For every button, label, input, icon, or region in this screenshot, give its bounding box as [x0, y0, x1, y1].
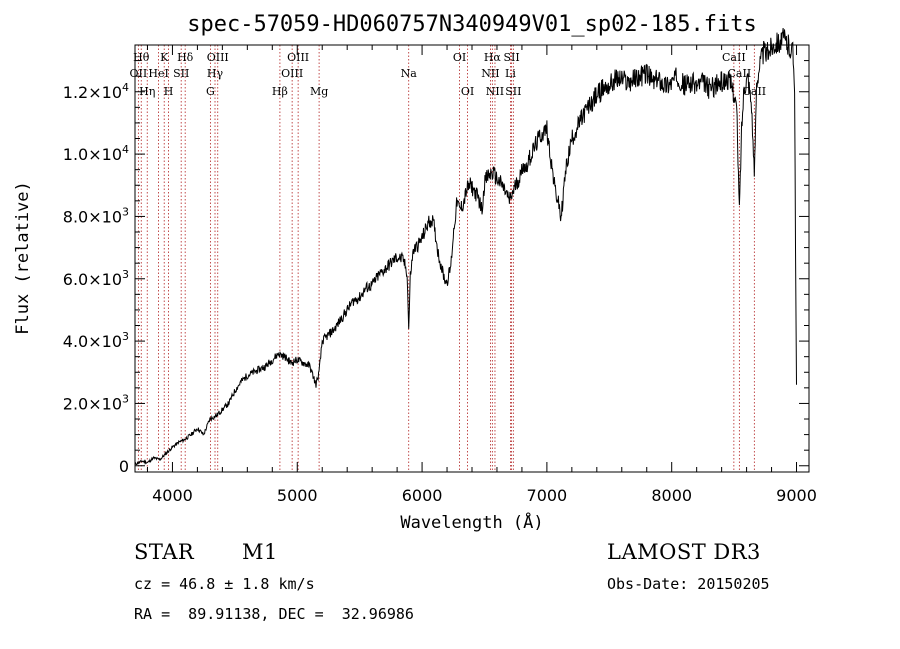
y-axis-label: Flux (relative) — [13, 181, 33, 335]
y-tick-exponent: 4 — [122, 81, 129, 94]
y-tick-mantissa: 1.0×10 — [63, 145, 122, 164]
spectral-line-label: SII — [503, 51, 519, 64]
spectral-line-label: Hγ — [207, 67, 224, 80]
spectral-line-label: Hδ — [177, 51, 194, 64]
spectral-line-label: NII — [481, 67, 499, 80]
y-tick-mantissa: 8.0×10 — [63, 207, 122, 226]
spectral-line-label: Hβ — [272, 85, 288, 98]
spectral-line-label: OIII — [281, 67, 303, 80]
y-tick-exponent: 4 — [122, 143, 129, 156]
coordinates: RA = 89.91138, DEC = 32.96986 — [134, 605, 414, 623]
spectral-line-label: Hα — [484, 51, 502, 64]
spectral-line-label: OIII — [207, 51, 229, 64]
observation-date: Obs-Date: 20150205 — [607, 575, 770, 593]
spectral-line-label: Hθ — [133, 51, 150, 64]
spectral-line-label: NII — [486, 85, 504, 98]
spectral-line-label: Hη — [139, 85, 155, 98]
spectral-line-label: G — [206, 85, 215, 98]
spectral-line-label: CaII — [722, 51, 746, 64]
spectral-line-label: Li — [505, 67, 516, 80]
y-tick-label: 4.0×103 — [63, 330, 129, 351]
spectral-line-label: OIII — [287, 51, 309, 64]
y-tick-mantissa: 1.2×10 — [63, 83, 122, 102]
survey-name: LAMOST DR3 — [607, 540, 761, 564]
spectral-line-label: OI — [453, 51, 466, 64]
spectral-lines-layer — [137, 45, 755, 472]
y-tick-mantissa: 2.0×10 — [63, 394, 122, 413]
spectral-line-label: HeI — [148, 67, 168, 80]
spectral-line-label: Mg — [310, 85, 328, 98]
y-tick-mantissa: 6.0×10 — [63, 270, 122, 289]
y-tick-label: 1.0×104 — [63, 143, 129, 164]
spectral-line-label: K — [160, 51, 169, 64]
y-tick-label: 0 — [119, 457, 129, 476]
y-tick-exponent: 3 — [122, 268, 129, 281]
x-tick-label: 6000 — [402, 486, 443, 505]
x-axis-label: Wavelength (Å) — [400, 511, 543, 533]
spectrum-chart: spec-57059-HD060757N340949V01_sp02-185.f… — [13, 12, 817, 533]
y-tick-label: 1.2×104 — [63, 81, 129, 102]
object-subclass: M1 — [242, 540, 278, 564]
y-tick-mantissa: 0 — [119, 457, 129, 476]
y-tick-label: 8.0×103 — [63, 205, 129, 226]
redshift-velocity: cz = 46.8 ± 1.8 km/s — [134, 575, 315, 593]
spectral-line-label: SII — [173, 67, 189, 80]
spectral-line-label: SII — [505, 85, 521, 98]
spectral-line-labels-layer: Hθ OII Hη HeI K H SII Hδ G Hγ OIII Hβ OIII OIII Mg Na OI… — [130, 51, 767, 98]
y-tick-mantissa: 4.0×10 — [63, 332, 122, 351]
spectral-line-label: Na — [401, 67, 418, 80]
spectral-line-label: OI — [461, 85, 474, 98]
x-tick-label: 9000 — [776, 486, 817, 505]
spectral-line-label: CaII — [728, 67, 752, 80]
y-tick-exponent: 3 — [122, 392, 129, 405]
x-tick-label: 5000 — [277, 486, 318, 505]
x-tick-label: 4000 — [152, 486, 193, 505]
x-tick-label: 7000 — [527, 486, 568, 505]
axis-ticks-layer: 4000 5000 6000 7000 8000 900002.0×1034.0×1036… — [63, 45, 817, 505]
spectrum-line — [134, 27, 797, 466]
y-tick-exponent: 3 — [122, 330, 129, 343]
plot-frame — [134, 44, 810, 473]
object-class: STAR — [134, 540, 195, 564]
chart-title: spec-57059-HD060757N340949V01_sp02-185.f… — [187, 12, 757, 37]
spectral-line-label: H — [164, 85, 174, 98]
y-tick-exponent: 3 — [122, 205, 129, 218]
spectral-line-label: OII — [130, 67, 148, 80]
y-tick-label: 6.0×103 — [63, 268, 129, 289]
x-tick-label: 8000 — [651, 486, 692, 505]
y-tick-label: 2.0×103 — [63, 392, 129, 413]
